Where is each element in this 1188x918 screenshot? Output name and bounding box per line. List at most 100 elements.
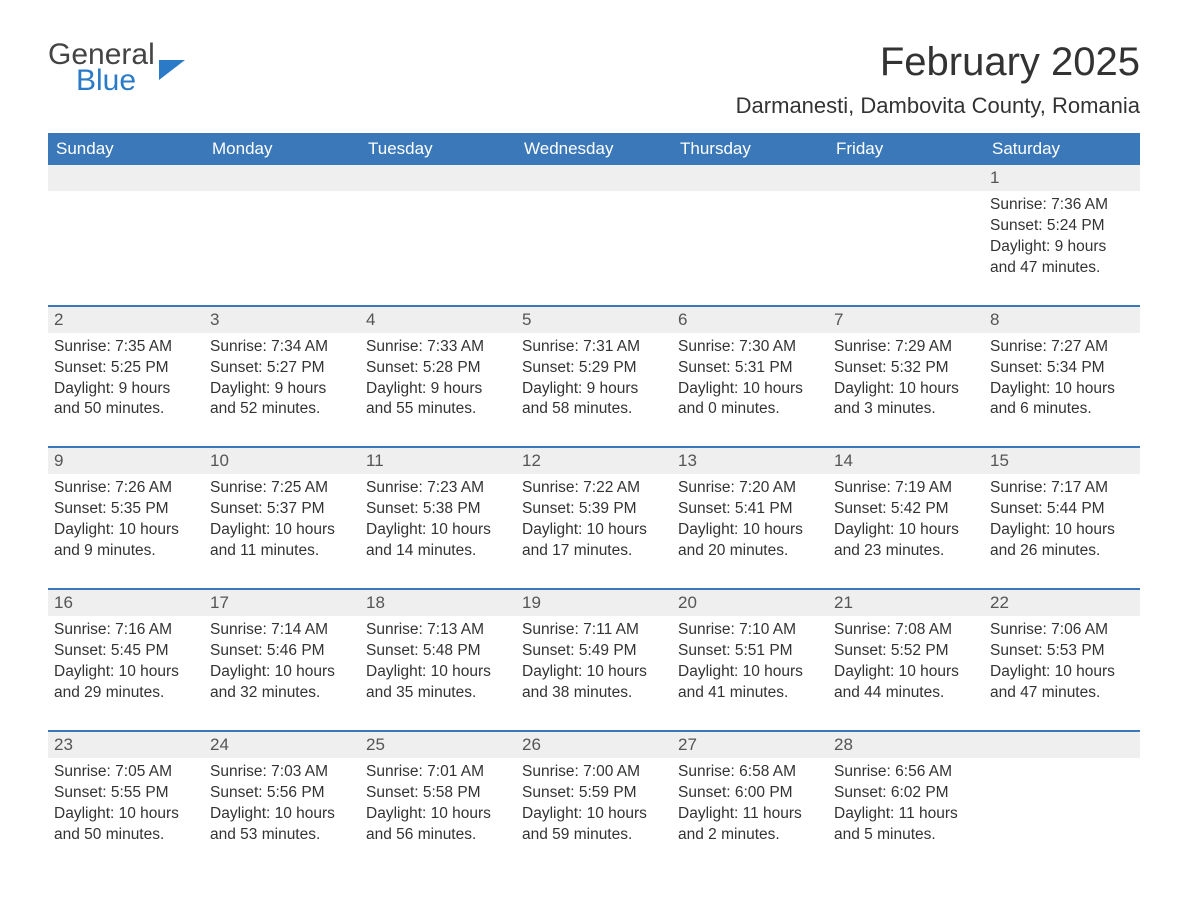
day-data-cell: Sunrise: 7:06 AMSunset: 5:53 PMDaylight:… bbox=[984, 616, 1140, 731]
sunrise-text: Sunrise: 7:36 AM bbox=[990, 195, 1134, 216]
day-number-cell: 25 bbox=[360, 731, 516, 758]
calendar-table: SundayMondayTuesdayWednesdayThursdayFrid… bbox=[48, 133, 1140, 871]
day-data-cell bbox=[672, 191, 828, 306]
day-data-cell: Sunrise: 7:01 AMSunset: 5:58 PMDaylight:… bbox=[360, 758, 516, 872]
day-data-cell bbox=[828, 191, 984, 306]
sunset-text: Sunset: 5:48 PM bbox=[366, 641, 510, 662]
daylight-text: Daylight: 9 hours and 52 minutes. bbox=[210, 379, 354, 421]
day-number-cell bbox=[984, 731, 1140, 758]
sunset-text: Sunset: 5:27 PM bbox=[210, 358, 354, 379]
sunrise-text: Sunrise: 7:27 AM bbox=[990, 337, 1134, 358]
day-number-cell bbox=[360, 165, 516, 191]
sunrise-text: Sunrise: 6:56 AM bbox=[834, 762, 978, 783]
sunrise-text: Sunrise: 7:31 AM bbox=[522, 337, 666, 358]
sunset-text: Sunset: 5:52 PM bbox=[834, 641, 978, 662]
sunrise-text: Sunrise: 7:05 AM bbox=[54, 762, 198, 783]
sunset-text: Sunset: 5:53 PM bbox=[990, 641, 1134, 662]
day-number-cell: 21 bbox=[828, 589, 984, 616]
daylight-text: Daylight: 10 hours and 50 minutes. bbox=[54, 804, 198, 846]
daylight-text: Daylight: 10 hours and 6 minutes. bbox=[990, 379, 1134, 421]
day-data-cell: Sunrise: 7:36 AMSunset: 5:24 PMDaylight:… bbox=[984, 191, 1140, 306]
daylight-text: Daylight: 10 hours and 41 minutes. bbox=[678, 662, 822, 704]
daylight-text: Daylight: 11 hours and 5 minutes. bbox=[834, 804, 978, 846]
sunrise-text: Sunrise: 7:03 AM bbox=[210, 762, 354, 783]
sunset-text: Sunset: 5:31 PM bbox=[678, 358, 822, 379]
day-data-cell: Sunrise: 7:05 AMSunset: 5:55 PMDaylight:… bbox=[48, 758, 204, 872]
day-data-cell: Sunrise: 7:35 AMSunset: 5:25 PMDaylight:… bbox=[48, 333, 204, 448]
weekday-header-row: SundayMondayTuesdayWednesdayThursdayFrid… bbox=[48, 133, 1140, 165]
sunrise-text: Sunrise: 7:34 AM bbox=[210, 337, 354, 358]
daylight-text: Daylight: 10 hours and 0 minutes. bbox=[678, 379, 822, 421]
day-number-cell: 11 bbox=[360, 447, 516, 474]
day-data-cell bbox=[204, 191, 360, 306]
daylight-text: Daylight: 10 hours and 23 minutes. bbox=[834, 520, 978, 562]
daylight-text: Daylight: 9 hours and 47 minutes. bbox=[990, 237, 1134, 279]
sunset-text: Sunset: 5:32 PM bbox=[834, 358, 978, 379]
daylight-text: Daylight: 10 hours and 17 minutes. bbox=[522, 520, 666, 562]
day-number-cell: 10 bbox=[204, 447, 360, 474]
day-number-cell: 5 bbox=[516, 306, 672, 333]
daylight-text: Daylight: 10 hours and 20 minutes. bbox=[678, 520, 822, 562]
sunrise-text: Sunrise: 7:10 AM bbox=[678, 620, 822, 641]
day-number-cell: 24 bbox=[204, 731, 360, 758]
brand-triangle-icon bbox=[159, 60, 185, 80]
day-data-cell bbox=[48, 191, 204, 306]
sunrise-text: Sunrise: 7:16 AM bbox=[54, 620, 198, 641]
day-data-cell: Sunrise: 7:11 AMSunset: 5:49 PMDaylight:… bbox=[516, 616, 672, 731]
day-number-cell: 28 bbox=[828, 731, 984, 758]
sunset-text: Sunset: 5:56 PM bbox=[210, 783, 354, 804]
sunset-text: Sunset: 5:38 PM bbox=[366, 499, 510, 520]
day-number-cell: 4 bbox=[360, 306, 516, 333]
sunrise-text: Sunrise: 7:19 AM bbox=[834, 478, 978, 499]
day-number-cell: 6 bbox=[672, 306, 828, 333]
daylight-text: Daylight: 10 hours and 38 minutes. bbox=[522, 662, 666, 704]
sunset-text: Sunset: 5:42 PM bbox=[834, 499, 978, 520]
sunrise-text: Sunrise: 7:06 AM bbox=[990, 620, 1134, 641]
sunrise-text: Sunrise: 6:58 AM bbox=[678, 762, 822, 783]
day-number-cell: 14 bbox=[828, 447, 984, 474]
sunset-text: Sunset: 6:02 PM bbox=[834, 783, 978, 804]
day-data-row: Sunrise: 7:26 AMSunset: 5:35 PMDaylight:… bbox=[48, 474, 1140, 589]
day-data-cell: Sunrise: 7:25 AMSunset: 5:37 PMDaylight:… bbox=[204, 474, 360, 589]
day-number-cell bbox=[828, 165, 984, 191]
day-data-row: Sunrise: 7:16 AMSunset: 5:45 PMDaylight:… bbox=[48, 616, 1140, 731]
sunset-text: Sunset: 5:35 PM bbox=[54, 499, 198, 520]
day-data-row: Sunrise: 7:36 AMSunset: 5:24 PMDaylight:… bbox=[48, 191, 1140, 306]
day-data-cell: Sunrise: 6:58 AMSunset: 6:00 PMDaylight:… bbox=[672, 758, 828, 872]
day-data-cell: Sunrise: 7:08 AMSunset: 5:52 PMDaylight:… bbox=[828, 616, 984, 731]
weekday-header: Monday bbox=[204, 133, 360, 165]
day-number-cell: 7 bbox=[828, 306, 984, 333]
sunrise-text: Sunrise: 7:29 AM bbox=[834, 337, 978, 358]
day-number-cell bbox=[672, 165, 828, 191]
location-subtitle: Darmanesti, Dambovita County, Romania bbox=[736, 93, 1140, 119]
sunrise-text: Sunrise: 7:01 AM bbox=[366, 762, 510, 783]
sunset-text: Sunset: 5:49 PM bbox=[522, 641, 666, 662]
day-data-cell: Sunrise: 7:27 AMSunset: 5:34 PMDaylight:… bbox=[984, 333, 1140, 448]
day-number-cell: 22 bbox=[984, 589, 1140, 616]
day-number-cell: 15 bbox=[984, 447, 1140, 474]
day-data-cell bbox=[984, 758, 1140, 872]
sunrise-text: Sunrise: 7:11 AM bbox=[522, 620, 666, 641]
title-block: February 2025 Darmanesti, Dambovita Coun… bbox=[736, 40, 1140, 129]
day-number-cell: 27 bbox=[672, 731, 828, 758]
day-number-cell: 18 bbox=[360, 589, 516, 616]
sunset-text: Sunset: 5:59 PM bbox=[522, 783, 666, 804]
sunset-text: Sunset: 5:58 PM bbox=[366, 783, 510, 804]
sunset-text: Sunset: 5:51 PM bbox=[678, 641, 822, 662]
sunrise-text: Sunrise: 7:00 AM bbox=[522, 762, 666, 783]
day-number-row: 1 bbox=[48, 165, 1140, 191]
weekday-header: Tuesday bbox=[360, 133, 516, 165]
weekday-header: Thursday bbox=[672, 133, 828, 165]
sunrise-text: Sunrise: 7:35 AM bbox=[54, 337, 198, 358]
weekday-header: Sunday bbox=[48, 133, 204, 165]
daylight-text: Daylight: 10 hours and 44 minutes. bbox=[834, 662, 978, 704]
sunset-text: Sunset: 5:34 PM bbox=[990, 358, 1134, 379]
day-number-cell bbox=[516, 165, 672, 191]
day-data-cell: Sunrise: 7:33 AMSunset: 5:28 PMDaylight:… bbox=[360, 333, 516, 448]
daylight-text: Daylight: 10 hours and 56 minutes. bbox=[366, 804, 510, 846]
daylight-text: Daylight: 9 hours and 55 minutes. bbox=[366, 379, 510, 421]
day-number-cell: 20 bbox=[672, 589, 828, 616]
weekday-header: Friday bbox=[828, 133, 984, 165]
day-number-cell: 2 bbox=[48, 306, 204, 333]
day-data-cell: Sunrise: 7:14 AMSunset: 5:46 PMDaylight:… bbox=[204, 616, 360, 731]
